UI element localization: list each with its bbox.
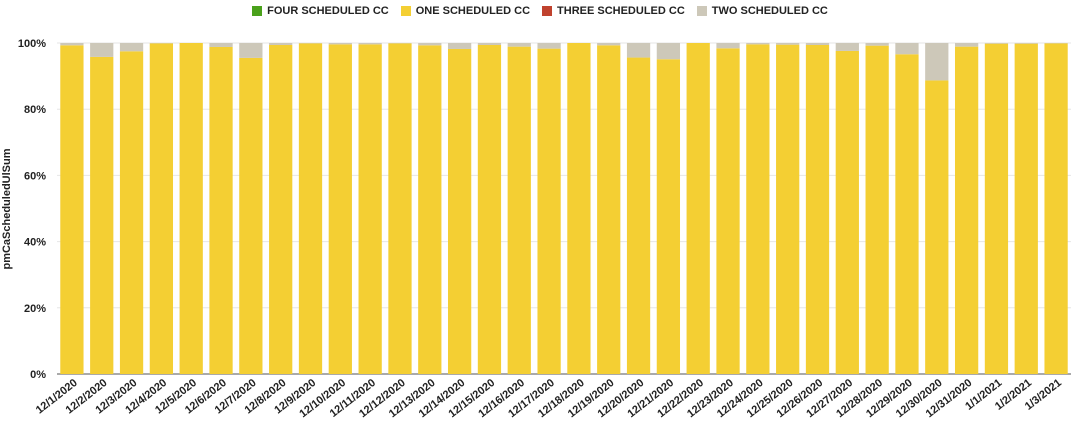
bar-segment-one-scheduled-cc[interactable] bbox=[716, 48, 740, 375]
bar-segment-two-scheduled-cc[interactable] bbox=[60, 43, 84, 46]
legend-label-four: FOUR SCHEDULED CC bbox=[267, 5, 389, 17]
bar-segment-one-scheduled-cc[interactable] bbox=[895, 54, 919, 374]
bar-segment-one-scheduled-cc[interactable] bbox=[418, 45, 442, 374]
bar-segment-one-scheduled-cc[interactable] bbox=[805, 44, 830, 375]
bar-segment-one-scheduled-cc[interactable] bbox=[179, 43, 203, 374]
bar-segment-one-scheduled-cc[interactable] bbox=[626, 57, 651, 375]
bar-segment-one-scheduled-cc[interactable] bbox=[269, 44, 293, 375]
legend-item-three[interactable]: THREE SCHEDULED CC bbox=[542, 5, 685, 17]
legend-swatch-one bbox=[400, 6, 411, 16]
bars bbox=[60, 43, 1068, 375]
bar-segment-two-scheduled-cc[interactable] bbox=[477, 43, 502, 45]
bar-segment-one-scheduled-cc[interactable] bbox=[447, 48, 472, 375]
bar-segment-two-scheduled-cc[interactable] bbox=[209, 43, 233, 47]
bar-segment-two-scheduled-cc[interactable] bbox=[835, 43, 859, 51]
bar-segment-one-scheduled-cc[interactable] bbox=[835, 50, 859, 374]
y-axis-title: pmCaScheduledUlSum bbox=[1, 148, 13, 269]
bar-segment-two-scheduled-cc[interactable] bbox=[865, 43, 889, 46]
y-tick-label: 60% bbox=[24, 170, 46, 182]
bar-segment-one-scheduled-cc[interactable] bbox=[358, 44, 382, 374]
legend-label-two: TWO SCHEDULED CC bbox=[711, 5, 828, 17]
bar-segment-one-scheduled-cc[interactable] bbox=[388, 43, 412, 374]
bar-segment-two-scheduled-cc[interactable] bbox=[239, 43, 263, 58]
bar-segment-two-scheduled-cc[interactable] bbox=[656, 43, 681, 60]
bar-segment-one-scheduled-cc[interactable] bbox=[776, 44, 800, 374]
bar-segment-two-scheduled-cc[interactable] bbox=[328, 43, 352, 45]
legend-item-two[interactable]: TWO SCHEDULED CC bbox=[696, 5, 828, 17]
bar-segment-two-scheduled-cc[interactable] bbox=[954, 43, 979, 47]
bar-segment-two-scheduled-cc[interactable] bbox=[805, 43, 830, 45]
y-tick-label: 20% bbox=[24, 303, 46, 315]
bar-segment-two-scheduled-cc[interactable] bbox=[418, 43, 442, 46]
bar-segment-one-scheduled-cc[interactable] bbox=[328, 44, 352, 374]
legend-swatch-three bbox=[542, 6, 553, 16]
bar-segment-two-scheduled-cc[interactable] bbox=[507, 43, 531, 47]
bar-segment-two-scheduled-cc[interactable] bbox=[597, 43, 621, 46]
bar-segment-two-scheduled-cc[interactable] bbox=[716, 43, 740, 49]
bar-segment-one-scheduled-cc[interactable] bbox=[537, 48, 561, 374]
legend-label-three: THREE SCHEDULED CC bbox=[557, 5, 685, 17]
bar-segment-one-scheduled-cc[interactable] bbox=[597, 45, 621, 374]
bar-segment-one-scheduled-cc[interactable] bbox=[298, 43, 323, 374]
y-tick-label: 40% bbox=[24, 237, 46, 249]
legend-label-one: ONE SCHEDULED CC bbox=[415, 5, 531, 17]
bar-segment-one-scheduled-cc[interactable] bbox=[209, 46, 233, 374]
y-tick-label: 80% bbox=[24, 104, 46, 116]
bar-segment-one-scheduled-cc[interactable] bbox=[1044, 43, 1068, 374]
bar-segment-two-scheduled-cc[interactable] bbox=[895, 43, 919, 55]
bar-segment-two-scheduled-cc[interactable] bbox=[119, 43, 144, 52]
legend-item-one[interactable]: ONE SCHEDULED CC bbox=[400, 5, 531, 17]
bar-segment-one-scheduled-cc[interactable] bbox=[656, 59, 681, 374]
bar-segment-one-scheduled-cc[interactable] bbox=[954, 46, 979, 374]
bar-segment-one-scheduled-cc[interactable] bbox=[1014, 43, 1038, 374]
bar-segment-one-scheduled-cc[interactable] bbox=[60, 45, 84, 374]
bar-segment-one-scheduled-cc[interactable] bbox=[149, 43, 174, 374]
legend-swatch-two bbox=[696, 6, 707, 16]
bar-segment-two-scheduled-cc[interactable] bbox=[1014, 43, 1038, 44]
bar-segment-two-scheduled-cc[interactable] bbox=[269, 43, 293, 45]
bar-segment-one-scheduled-cc[interactable] bbox=[686, 43, 710, 374]
bar-segment-one-scheduled-cc[interactable] bbox=[477, 44, 502, 375]
bar-segment-two-scheduled-cc[interactable] bbox=[447, 43, 472, 49]
legend-swatch-four bbox=[252, 6, 263, 16]
y-tick-label: 0% bbox=[30, 369, 46, 381]
bar-segment-one-scheduled-cc[interactable] bbox=[865, 45, 889, 375]
bar-segment-one-scheduled-cc[interactable] bbox=[984, 43, 1009, 374]
bar-segment-two-scheduled-cc[interactable] bbox=[984, 43, 1009, 44]
y-tick-label: 100% bbox=[18, 38, 46, 50]
bar-segment-two-scheduled-cc[interactable] bbox=[626, 43, 651, 58]
bar-segment-one-scheduled-cc[interactable] bbox=[239, 57, 263, 375]
bar-segment-one-scheduled-cc[interactable] bbox=[507, 46, 531, 374]
bar-segment-two-scheduled-cc[interactable] bbox=[537, 43, 561, 49]
bar-segment-one-scheduled-cc[interactable] bbox=[90, 56, 114, 375]
bar-segment-two-scheduled-cc[interactable] bbox=[358, 43, 382, 45]
grid-lines bbox=[57, 42, 1071, 375]
bar-segment-two-scheduled-cc[interactable] bbox=[776, 43, 800, 45]
bar-segment-one-scheduled-cc[interactable] bbox=[746, 44, 770, 374]
bar-segment-two-scheduled-cc[interactable] bbox=[746, 43, 770, 45]
bar-segment-two-scheduled-cc[interactable] bbox=[90, 43, 114, 57]
bar-segment-one-scheduled-cc[interactable] bbox=[567, 43, 591, 374]
bar-segment-one-scheduled-cc[interactable] bbox=[119, 51, 144, 374]
bar-segment-one-scheduled-cc[interactable] bbox=[925, 80, 949, 375]
legend: FOUR SCHEDULED CC ONE SCHEDULED CC THREE… bbox=[0, 5, 1080, 17]
legend-item-four[interactable]: FOUR SCHEDULED CC bbox=[252, 5, 389, 17]
bar-segment-two-scheduled-cc[interactable] bbox=[925, 43, 949, 81]
